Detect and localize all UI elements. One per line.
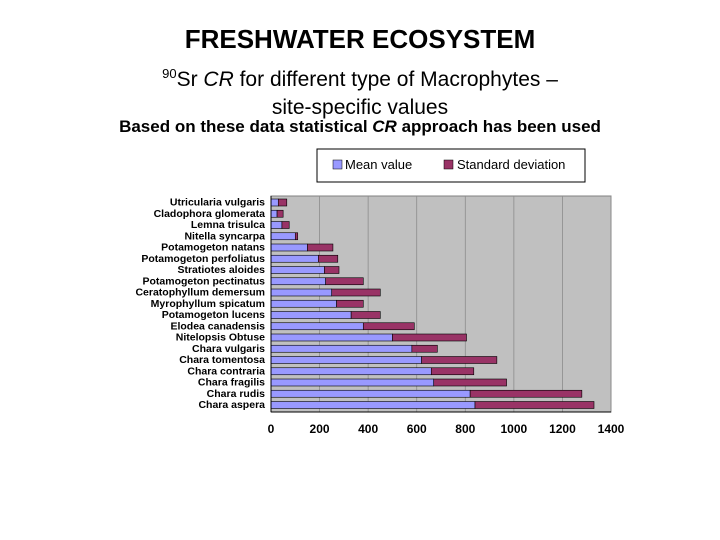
note-text-pre: Based on these data statistical [119, 117, 373, 136]
x-tick-label: 200 [310, 422, 330, 436]
bar-standard-deviation [325, 277, 364, 286]
bar-standard-deviation [430, 367, 475, 376]
bar-mean-value [270, 367, 432, 376]
bar-standard-deviation [281, 221, 290, 229]
category-label: Utricularia vulgaris [170, 197, 265, 209]
bar-standard-deviation [294, 232, 299, 241]
bars [270, 198, 595, 409]
bar-mean-value [270, 311, 352, 319]
legend-swatch-mean [332, 159, 343, 170]
page-title: FRESHWATER ECOSYSTEM [184, 24, 536, 54]
bar-mean-value [270, 266, 325, 274]
subtitle-text-pre: Sr [176, 68, 204, 91]
bar-standard-deviation [336, 299, 364, 308]
approach-note: Based on these data statistical CR appro… [0, 117, 720, 137]
bar-mean-value [270, 209, 278, 218]
x-tick-label: 1400 [598, 422, 625, 436]
note-cr-italic: CR [372, 117, 397, 136]
bar-standard-deviation [324, 266, 340, 274]
bar-mean-value [270, 356, 422, 364]
subtitle-line2: site-specific values [271, 96, 449, 119]
x-tick-labels: 0 200 400 600 800 1000 1200 1400 [268, 422, 625, 436]
bar-standard-deviation [350, 311, 381, 319]
x-tick-label: 0 [268, 422, 275, 436]
bar-mean-value [270, 254, 319, 263]
category-label: Potamogeton pectinatus [142, 275, 265, 287]
category-label: Chara fragilis [198, 377, 265, 389]
bar-mean-value [270, 299, 337, 308]
category-label: Nitella syncarpa [184, 230, 265, 242]
bar-mean-value [270, 378, 435, 387]
legend-label-mean: Mean value [345, 157, 412, 172]
bar-standard-deviation [318, 254, 339, 263]
x-tick-label: 1200 [549, 422, 576, 436]
bar-standard-deviation [411, 344, 438, 353]
category-label: Chara tomentosa [179, 354, 265, 366]
category-label: Lemna trisulca [191, 219, 265, 231]
x-tick-label: 1000 [501, 422, 528, 436]
bar-mean-value [270, 221, 283, 229]
bar-standard-deviation [276, 209, 284, 218]
legend: Mean value Standard deviation [316, 148, 586, 183]
category-label: Chara aspera [198, 399, 265, 411]
bar-mean-value [270, 198, 279, 207]
x-tick-label: 800 [455, 422, 475, 436]
bar-mean-value [270, 333, 393, 342]
legend-swatch-sd [443, 159, 454, 170]
bar-standard-deviation [362, 322, 415, 331]
category-label: Ceratophyllum demersum [135, 287, 265, 299]
bar-mean-value [270, 288, 333, 297]
category-label: Cladophora glomerata [154, 208, 266, 220]
bar-mean-value [270, 344, 413, 353]
x-tick-label: 600 [407, 422, 427, 436]
bar-mean-value [270, 277, 326, 286]
isotope-mass-number: 90 [162, 66, 177, 81]
note-text-post: approach has been used [396, 117, 601, 136]
category-label: Elodea canadensis [170, 320, 265, 332]
category-label: Nitelopsis Obtuse [176, 332, 265, 344]
category-label: Chara contraria [187, 365, 265, 377]
category-label: Stratiotes aloides [177, 264, 265, 276]
subtitle-text-post: for different type of Macrophytes – [233, 68, 558, 91]
category-label: Potamogeton natans [161, 242, 265, 254]
bar-standard-deviation [277, 198, 288, 207]
subtitle-cr-italic: CR [203, 68, 234, 91]
bar-standard-deviation [474, 401, 595, 409]
page-subtitle: 90Sr CR for different type of Macrophyte… [0, 60, 720, 122]
bar-standard-deviation [421, 356, 498, 364]
x-tick-label: 400 [358, 422, 378, 436]
bar-standard-deviation [392, 333, 467, 342]
bar-standard-deviation [433, 378, 507, 387]
bar-standard-deviation [331, 288, 381, 297]
category-label: Chara rudis [207, 388, 266, 400]
category-label: Potamogeton lucens [162, 309, 265, 321]
grid-lines [319, 196, 612, 412]
category-label: Myrophyllum spicatum [151, 298, 265, 310]
category-label: Chara vulgaris [192, 343, 265, 355]
bar-mean-value [270, 389, 471, 398]
legend-label-sd: Standard deviation [457, 157, 565, 172]
bar-mean-value [270, 232, 296, 241]
bar-mean-value [270, 322, 364, 331]
bar-standard-deviation [307, 243, 334, 252]
bar-standard-deviation [469, 389, 583, 398]
bar-mean-value [270, 401, 476, 409]
category-label: Potamogeton perfoliatus [141, 253, 265, 265]
bar-mean-value [270, 243, 308, 252]
